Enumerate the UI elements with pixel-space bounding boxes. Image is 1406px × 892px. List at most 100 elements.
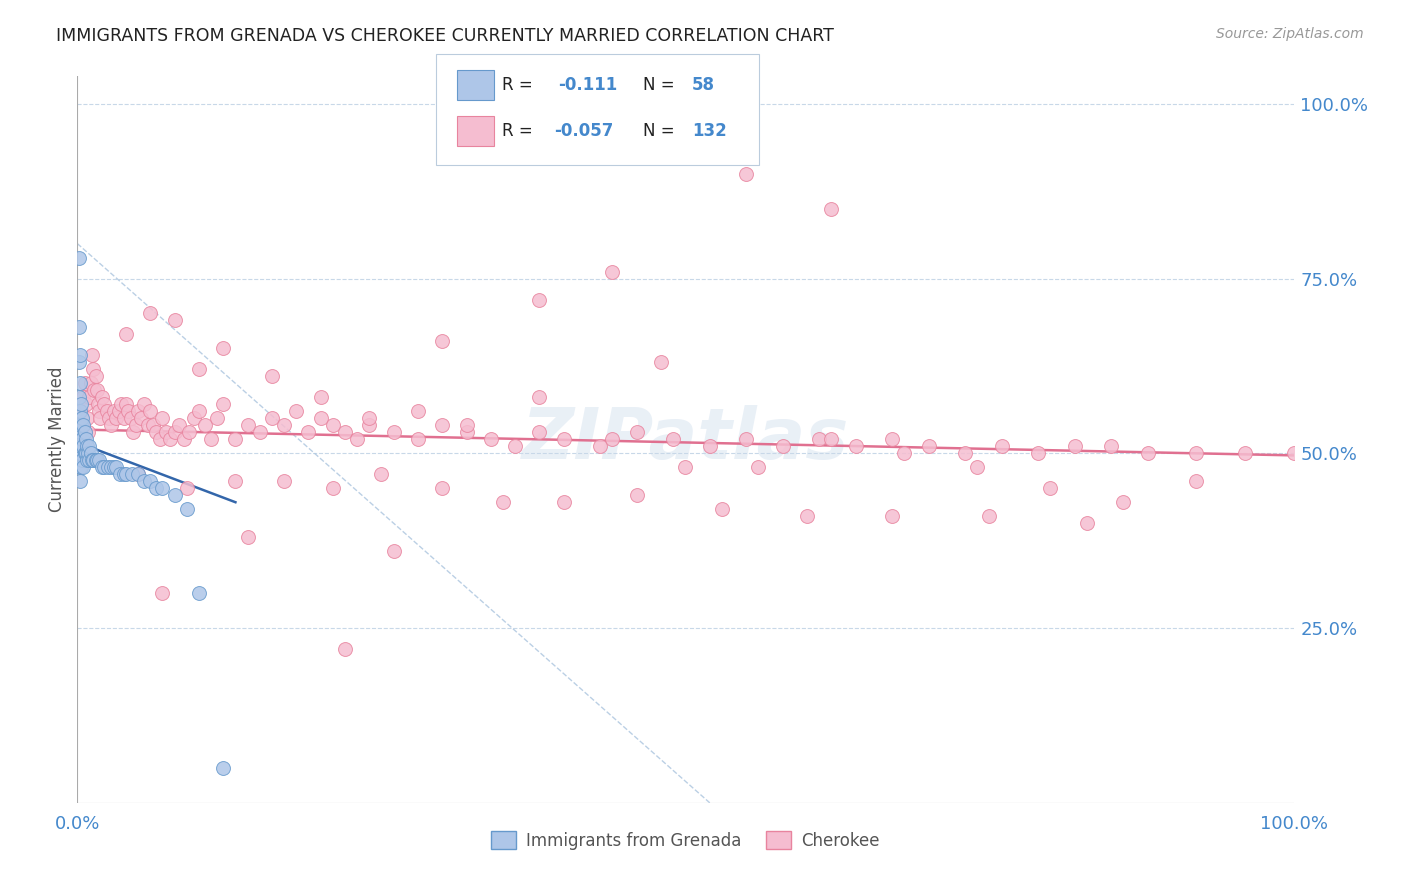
- Point: [89, 411, 111, 425]
- Point: [893, 446, 915, 460]
- Point: [127, 467, 149, 482]
- Point: [179, 425, 201, 440]
- Point: [979, 509, 1001, 524]
- Text: 58: 58: [692, 76, 714, 94]
- Point: [72, 439, 94, 453]
- Point: [82, 362, 104, 376]
- Point: [183, 411, 205, 425]
- Point: [285, 404, 308, 418]
- Point: [77, 425, 100, 440]
- Point: [139, 306, 162, 320]
- Point: [503, 439, 526, 453]
- Point: [176, 502, 198, 516]
- Point: [76, 453, 98, 467]
- Point: [145, 481, 167, 495]
- Text: Source: ZipAtlas.com: Source: ZipAtlas.com: [1216, 27, 1364, 41]
- Point: [82, 453, 104, 467]
- Point: [699, 439, 721, 453]
- Point: [80, 446, 103, 460]
- Point: [73, 376, 96, 391]
- Point: [115, 397, 138, 411]
- Text: N =: N =: [643, 122, 673, 140]
- Point: [205, 411, 228, 425]
- Point: [73, 446, 96, 460]
- Point: [77, 446, 100, 460]
- Point: [134, 397, 156, 411]
- Point: [359, 411, 381, 425]
- Point: [152, 586, 174, 600]
- Point: [70, 404, 93, 418]
- Point: [122, 425, 145, 440]
- Point: [529, 293, 551, 307]
- Point: [370, 467, 392, 482]
- Point: [224, 475, 246, 489]
- Text: -0.111: -0.111: [558, 76, 617, 94]
- Point: [188, 404, 211, 418]
- Point: [529, 390, 551, 404]
- Point: [479, 432, 502, 446]
- Point: [382, 544, 405, 558]
- Point: [75, 432, 97, 446]
- Point: [200, 432, 222, 446]
- Point: [163, 425, 186, 440]
- Point: [69, 404, 91, 418]
- Point: [224, 432, 246, 446]
- Point: [236, 418, 259, 433]
- Point: [882, 509, 904, 524]
- Point: [97, 411, 120, 425]
- Point: [456, 425, 478, 440]
- Point: [67, 251, 90, 265]
- Point: [346, 432, 368, 446]
- Point: [127, 404, 149, 418]
- Point: [79, 390, 101, 404]
- Point: [297, 425, 319, 440]
- Point: [67, 355, 90, 369]
- Point: [139, 475, 162, 489]
- Point: [675, 460, 697, 475]
- Point: [602, 264, 624, 278]
- Point: [194, 418, 217, 433]
- Point: [163, 488, 186, 502]
- Point: [84, 453, 107, 467]
- Point: [142, 418, 165, 433]
- Point: [1233, 446, 1256, 460]
- Point: [136, 418, 159, 433]
- Point: [1112, 495, 1135, 509]
- Point: [129, 411, 152, 425]
- Text: 132: 132: [692, 122, 727, 140]
- Point: [796, 509, 818, 524]
- Point: [159, 432, 181, 446]
- Point: [70, 460, 93, 475]
- Point: [86, 384, 108, 398]
- Point: [359, 418, 381, 433]
- Point: [1063, 439, 1085, 453]
- Point: [139, 404, 162, 418]
- Point: [589, 439, 612, 453]
- Point: [236, 530, 259, 544]
- Point: [120, 411, 142, 425]
- Point: [76, 439, 98, 453]
- Point: [149, 432, 172, 446]
- Point: [115, 327, 138, 342]
- Point: [103, 404, 125, 418]
- Point: [70, 453, 93, 467]
- Text: R =: R =: [502, 122, 533, 140]
- Point: [70, 418, 93, 433]
- Point: [67, 418, 90, 433]
- Text: -0.057: -0.057: [554, 122, 613, 140]
- Point: [103, 460, 125, 475]
- Point: [97, 460, 120, 475]
- Point: [529, 425, 551, 440]
- Point: [117, 404, 139, 418]
- Point: [69, 460, 91, 475]
- Point: [80, 348, 103, 362]
- Point: [100, 460, 122, 475]
- Point: [152, 411, 174, 425]
- Point: [176, 481, 198, 495]
- Point: [1185, 475, 1208, 489]
- Point: [163, 313, 186, 327]
- Point: [70, 397, 93, 411]
- Point: [70, 411, 93, 425]
- Point: [333, 642, 356, 657]
- Point: [953, 446, 976, 460]
